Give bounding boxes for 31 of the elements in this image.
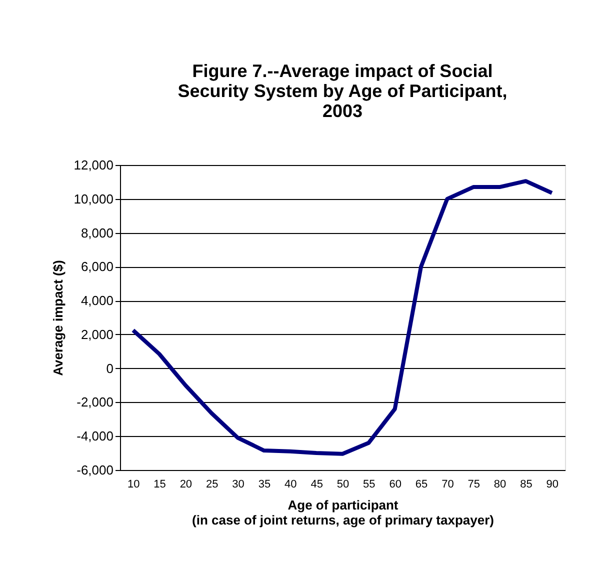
y-tick-label: 4,000 (80, 293, 114, 308)
x-tick-label: 20 (180, 478, 192, 490)
x-tick-label: 35 (258, 478, 271, 490)
x-tick-label: 50 (336, 478, 350, 490)
line-series (131, 179, 554, 456)
y-tick-label: -2,000 (76, 394, 114, 410)
y-tick-label: 6,000 (80, 259, 114, 274)
x-tick-label: 75 (468, 478, 480, 490)
y-tick-label: -6,000 (76, 462, 114, 478)
x-tick-label: 15 (154, 478, 166, 490)
y-axis-title: Average impact ($) (50, 260, 66, 376)
x-tick-label: 60 (389, 478, 402, 490)
y-tick-label: 12,000 (74, 158, 114, 172)
x-tick-label: 10 (127, 478, 140, 490)
x-tick-label: 90 (546, 478, 559, 490)
y-tick-label: 10,000 (74, 191, 114, 206)
x-tick-label: 25 (206, 478, 218, 490)
x-tick-label: 45 (310, 478, 323, 490)
chart-title: Figure 7.--Average impact of Social Security System by Age of Participant, 2003 (178, 61, 508, 121)
x-tick-label: 40 (284, 478, 297, 490)
y-tick-label: 8,000 (80, 225, 114, 240)
x-tick-label: 55 (363, 478, 376, 490)
x-tick-label: 70 (442, 478, 454, 490)
x-tick-label: 80 (494, 478, 506, 490)
y-tick-label: 2,000 (80, 326, 114, 342)
y-tick-label: -4,000 (76, 428, 114, 444)
x-axis-title: Age of participant (in case of joint returns, age of primary taxpayer) (192, 498, 494, 528)
x-tick-label: 30 (232, 478, 244, 490)
x-tick-label: 65 (415, 478, 428, 490)
x-tick-label: 85 (520, 478, 532, 490)
y-tick-label: 0 (106, 360, 114, 376)
